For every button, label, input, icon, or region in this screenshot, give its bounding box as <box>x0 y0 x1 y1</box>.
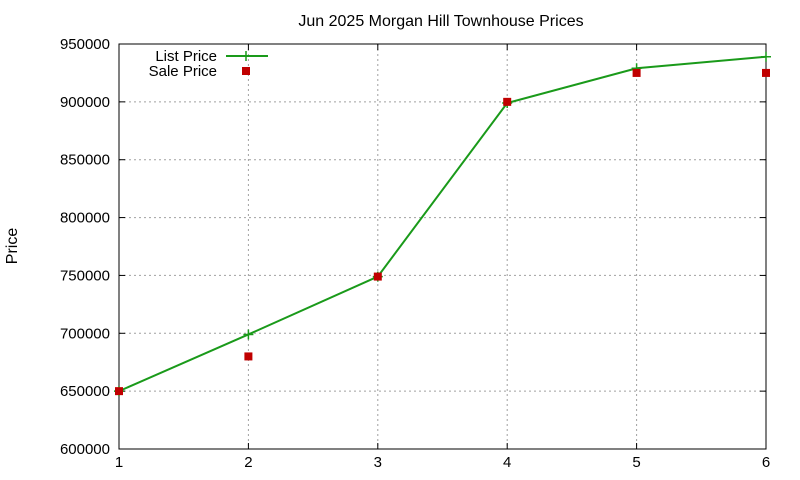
data-point-list-price <box>243 329 254 340</box>
x-tick-label: 3 <box>374 454 382 471</box>
legend: List Price Sale Price <box>149 48 268 80</box>
data-point-sale-price <box>115 387 123 396</box>
y-axis-ticks: 600000 650000 700000 750000 800000 850000 9000… <box>60 36 766 458</box>
legend-label-sale-price: Sale Price <box>149 63 217 80</box>
data-point-sale-price <box>244 352 253 361</box>
chart-title: Jun 2025 Morgan Hill Townhouse Prices <box>298 13 583 30</box>
y-tick-label: 850000 <box>60 152 110 169</box>
y-tick-label: 750000 <box>60 267 110 284</box>
x-tick-label: 4 <box>503 454 511 471</box>
y-tick-label: 800000 <box>60 210 110 227</box>
y-tick-label: 650000 <box>60 383 110 400</box>
legend-label-list-price: List Price <box>155 48 217 65</box>
x-tick-label: 6 <box>762 454 770 471</box>
x-tick-label: 5 <box>632 454 640 471</box>
legend-marker-sale-price <box>242 67 250 75</box>
y-tick-label: 950000 <box>60 36 110 53</box>
y-tick-label: 700000 <box>60 325 110 342</box>
series <box>114 51 771 397</box>
x-axis-ticks: 1 2 3 4 5 6 <box>115 44 770 471</box>
legend-marker-list-price <box>241 51 251 61</box>
series-line-list-price <box>118 55 767 393</box>
data-point-sale-price <box>762 68 770 77</box>
grid-lines <box>119 44 766 449</box>
data-point-sale-price <box>632 68 641 77</box>
x-tick-label: 2 <box>244 454 252 471</box>
plot-frame <box>118 43 767 450</box>
x-tick-label: 1 <box>115 454 123 471</box>
y-tick-label: 600000 <box>60 441 110 458</box>
data-point-list-price <box>761 51 771 62</box>
y-axis-label: Price <box>4 228 21 265</box>
data-point-sale-price <box>503 97 512 106</box>
y-tick-label: 900000 <box>60 94 110 111</box>
data-point-sale-price <box>373 272 382 281</box>
